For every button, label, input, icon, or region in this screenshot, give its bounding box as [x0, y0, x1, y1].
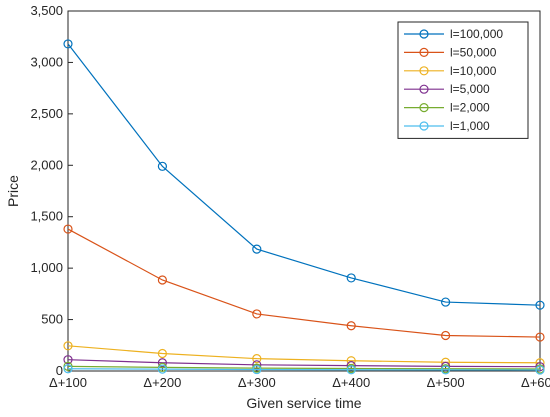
legend-marker	[419, 84, 429, 94]
series-layer	[63, 39, 545, 375]
y-axis: 0 500 1,000 1,500 2,000 2,500 3,000 3,500	[30, 3, 73, 378]
data-point	[63, 355, 73, 365]
data-point	[535, 332, 545, 342]
legend-marker	[419, 29, 429, 39]
data-point	[252, 360, 262, 370]
data-point	[63, 39, 73, 49]
data-point	[252, 309, 262, 319]
data-point	[346, 321, 356, 331]
y-axis-label: Price	[5, 175, 21, 207]
data-point	[157, 364, 167, 374]
data-point	[157, 358, 167, 368]
x-tick-label: Δ+400	[332, 375, 370, 390]
data-point	[252, 364, 262, 375]
legend-box	[397, 21, 529, 139]
legend: l=100,000 l=50,000 l=10,000 l=5,000 l=2,000 l…	[397, 21, 529, 139]
y-tick-label: 2,000	[30, 157, 63, 172]
data-point	[441, 330, 451, 341]
legend-marker	[419, 102, 429, 113]
y-tick-label: 500	[41, 312, 63, 327]
data-point	[535, 358, 545, 368]
legend-marker	[419, 121, 429, 131]
y-tick-label: 1,500	[30, 209, 63, 224]
series-line	[67, 228, 541, 338]
legend-marker	[419, 66, 429, 76]
data-point	[441, 297, 451, 307]
x-tick-label: Δ+200	[143, 375, 181, 390]
series-line	[67, 43, 541, 306]
y-tick-label: 3,000	[30, 54, 63, 69]
data-point	[157, 348, 167, 359]
data-point	[252, 244, 262, 254]
series-line	[67, 359, 541, 368]
data-point	[252, 354, 262, 364]
x-tick-label: Δ+300	[238, 375, 276, 390]
data-point	[63, 341, 73, 351]
x-axis-label: Given service time	[246, 395, 361, 411]
data-point	[157, 275, 167, 285]
data-point	[535, 300, 545, 310]
x-tick-label: Δ+500	[427, 375, 465, 390]
legend-label: l=10,000	[450, 64, 497, 78]
legend-label: l=50,000	[450, 45, 497, 59]
legend-label: l=1,000	[450, 119, 490, 133]
legend-label: l=2,000	[450, 101, 490, 115]
data-point	[346, 365, 356, 375]
data-point	[441, 365, 451, 375]
data-point	[346, 273, 356, 283]
x-tick-label: Δ+100	[49, 375, 87, 390]
x-tick-label: Δ+600	[521, 375, 550, 390]
y-tick-label: 1,000	[30, 260, 63, 275]
y-tick-label: 0	[56, 363, 63, 378]
y-tick-label: 3,500	[30, 3, 63, 18]
data-point	[157, 161, 167, 171]
series-line	[67, 345, 541, 364]
series-line	[67, 368, 541, 371]
legend-marker	[419, 47, 429, 58]
data-point	[63, 364, 73, 374]
data-point	[63, 224, 73, 234]
data-point	[535, 365, 545, 375]
legend-label: l=5,000	[450, 82, 490, 96]
data-point	[63, 361, 73, 371]
series-line	[67, 365, 541, 370]
y-tick-label: 2,500	[30, 106, 63, 121]
legend-label: l=100,000	[450, 27, 503, 41]
